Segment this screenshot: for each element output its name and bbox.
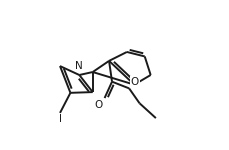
Text: I: I	[58, 114, 61, 124]
Text: O: O	[130, 77, 138, 87]
Text: N: N	[75, 61, 83, 71]
Text: O: O	[94, 99, 102, 110]
